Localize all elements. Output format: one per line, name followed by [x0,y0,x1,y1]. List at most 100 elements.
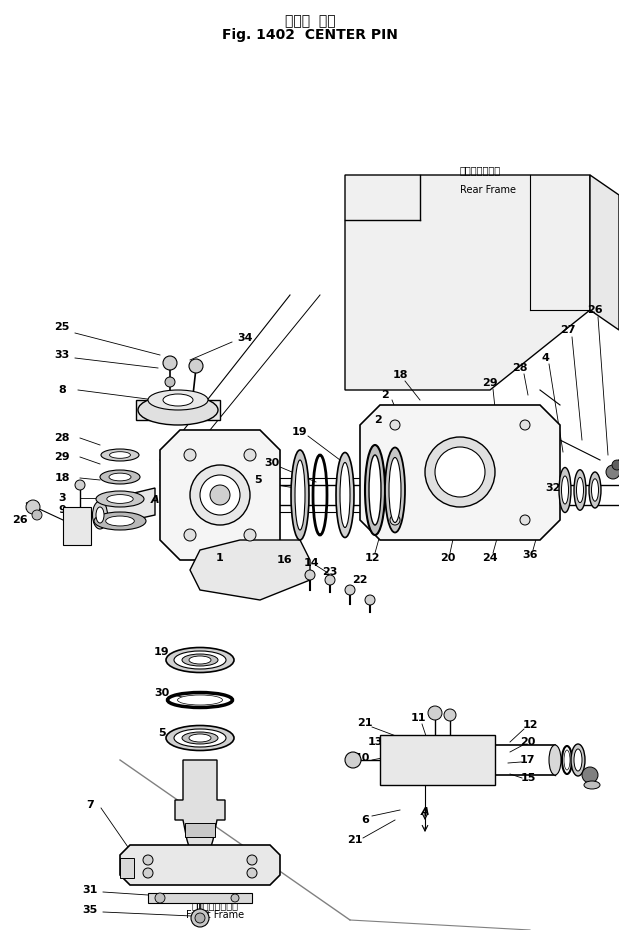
Ellipse shape [589,472,601,508]
Polygon shape [160,430,280,560]
Ellipse shape [564,750,570,770]
Circle shape [75,480,85,490]
Text: 21: 21 [347,835,363,845]
Circle shape [189,359,203,373]
Circle shape [390,420,400,430]
Circle shape [520,420,530,430]
Ellipse shape [178,695,222,705]
Polygon shape [190,540,310,600]
Circle shape [365,595,375,605]
Text: Rear Frame: Rear Frame [460,185,516,195]
Ellipse shape [182,732,218,744]
Text: フロントフレーム: フロントフレーム [191,900,238,910]
Circle shape [244,529,256,541]
Ellipse shape [166,725,234,751]
Text: 34: 34 [237,333,253,343]
Polygon shape [380,735,495,785]
Text: 20: 20 [521,737,535,747]
Ellipse shape [340,462,350,527]
Text: 29: 29 [54,452,70,462]
Text: 15: 15 [521,773,535,783]
Ellipse shape [182,654,218,666]
Text: Fig. 1402  CENTER PIN: Fig. 1402 CENTER PIN [222,28,398,42]
Ellipse shape [336,453,354,538]
Text: 33: 33 [54,350,69,360]
Circle shape [155,893,165,903]
Circle shape [231,894,239,902]
Text: 2: 2 [374,415,382,425]
Bar [63,507,91,545]
Ellipse shape [435,447,485,497]
Circle shape [305,570,315,580]
Text: 19: 19 [292,427,308,437]
Ellipse shape [561,476,568,504]
Text: 2: 2 [381,390,389,400]
Circle shape [444,709,456,721]
Text: センタ  ピン: センタ ピン [285,14,335,28]
Text: 16: 16 [277,555,293,565]
Ellipse shape [109,473,131,481]
Text: 31: 31 [82,885,98,895]
Text: 30: 30 [154,688,170,698]
Circle shape [143,855,153,865]
Text: Front Frame: Front Frame [186,910,244,920]
Text: 1: 1 [216,553,224,563]
Ellipse shape [291,450,309,540]
Polygon shape [360,405,560,540]
Text: 27: 27 [24,502,40,512]
Circle shape [191,909,209,927]
Ellipse shape [295,460,305,530]
Circle shape [345,752,361,768]
Text: 18: 18 [54,473,70,483]
Circle shape [244,449,256,461]
Ellipse shape [189,734,211,742]
Text: 3: 3 [58,493,66,503]
Circle shape [520,515,530,525]
Ellipse shape [571,744,585,776]
Ellipse shape [94,512,146,530]
Text: 22: 22 [352,575,368,585]
Text: 12: 12 [364,553,379,563]
Ellipse shape [163,394,193,406]
Bar [120,858,134,878]
Circle shape [26,500,40,514]
Text: 9: 9 [58,505,66,515]
Circle shape [582,767,598,783]
Polygon shape [136,400,220,420]
Text: 12: 12 [522,720,538,730]
Ellipse shape [106,516,134,526]
Circle shape [606,465,619,479]
Text: 30: 30 [264,458,280,468]
Text: 32: 32 [545,483,561,493]
Text: 14: 14 [304,558,320,568]
Polygon shape [345,175,590,390]
Circle shape [612,460,619,470]
Ellipse shape [92,501,108,529]
Circle shape [428,706,442,720]
Text: 13: 13 [367,737,383,747]
Text: リヤーフレーム: リヤーフレーム [460,165,501,175]
Circle shape [247,855,257,865]
Ellipse shape [174,729,226,747]
Ellipse shape [174,651,226,669]
Text: 26: 26 [587,305,603,315]
Circle shape [247,868,257,878]
Ellipse shape [425,437,495,507]
Text: 25: 25 [54,322,70,332]
Text: A: A [150,495,159,505]
Ellipse shape [574,749,582,771]
Ellipse shape [584,781,600,789]
Ellipse shape [210,485,230,505]
Circle shape [165,377,175,387]
Circle shape [184,449,196,461]
Text: 10: 10 [354,753,370,763]
Ellipse shape [365,445,385,535]
Text: 18: 18 [392,370,408,380]
Text: 36: 36 [522,550,538,560]
Text: 4: 4 [541,353,549,363]
Text: 11: 11 [410,713,426,723]
Ellipse shape [166,647,234,672]
Text: 23: 23 [322,567,338,577]
Text: 8: 8 [58,385,66,395]
Polygon shape [120,845,280,885]
